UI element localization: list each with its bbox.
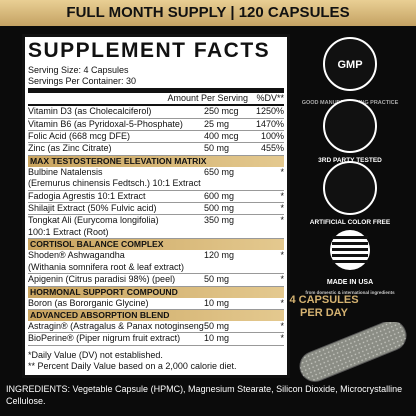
nutrient-name: Boron (as Bororganic Glycine) [28,297,149,308]
dv-header: %DV** [256,92,284,103]
nutrient-row: Shilajit Extract (50% Fulvic acid) 500 mg… [28,203,284,216]
nutrient-row: Astragin® (Astragalus & Panax notoginsen… [28,320,284,334]
flag-stripe [332,236,368,239]
daily-value: * [280,274,284,285]
nutrient-row: Vitamin D3 (as Cholecalciferol) 250 mcg 12… [28,106,284,119]
daily-value: * [280,203,284,214]
nutrient-name: Shoden® Ashwagandha [28,250,125,261]
flag-stripe [332,254,368,257]
nutrient-name: Fadogia Agrestis 10:1 Extract [28,190,146,201]
capsule-texture [299,322,407,382]
daily-value: 455% [260,143,284,154]
amount: 600 mg [204,190,235,201]
amount: 350 mg [204,215,235,226]
serving-size: Serving Size: 4 Capsules [28,65,129,75]
supplement-facts-panel: SUPPLEMENT FACTS Serving Size: 4 Capsule… [22,34,290,378]
daily-value: * [280,333,284,344]
made-in-sub: from domestic & international ingredient… [305,290,395,295]
nutrient-row: Folic Acid (668 mcg DFE) 400 mcg 100% [28,131,284,144]
nutrient-row: Fadogia Agrestis 10:1 Extract 600 mg * [28,190,284,204]
nutrient-detail: (Withania somnifera root & leaf extract) [28,261,284,275]
amount: 50 mg [204,274,230,285]
nutrient-detail: (Eremurus chinensis Fedtsch.) 10:1 Extra… [28,178,284,191]
amount: 25 mg [204,118,230,129]
amount: 120 mg [204,250,235,261]
nutrient-name: Vitamin B6 (as Pyridoxal-5-Phosphate) [28,118,183,129]
badge-circle [323,99,377,153]
nutrient-detail-text: (Withania somnifera root & leaf extract) [28,261,185,272]
amount: 400 mcg [204,131,239,142]
nutrient-row: BioPerine® (Piper nigrum fruit extract) 1… [28,333,284,346]
footnote: *Daily Value (DV) not established. [28,349,163,360]
footnotes: *Daily Value (DV) not established. ** Per… [28,346,284,373]
nutrient-row: Vitamin B6 (as Pyridoxal-5-Phosphate) 25 … [28,118,284,132]
badge-main: GMP [337,59,362,71]
badge-main: ARTIFICIAL COLOR FREE [310,219,391,226]
flag-stripe [332,242,368,245]
daily-value: 100% [260,131,284,142]
badge-circle [323,161,377,215]
nutrient-detail-text: 100:1 Extract (Root) [28,226,109,237]
daily-value: * [280,190,284,201]
ingredients: INGREDIENTS: Vegetable Capsule (HPMC), M… [6,384,403,406]
nutrient-name: Astragin® (Astragalus & Panax notoginsen… [28,320,204,331]
panel-title: SUPPLEMENT FACTS [28,39,271,62]
amount: 50 mg [204,320,230,331]
nutrient-name: Vitamin D3 (as Cholecalciferol) [28,106,152,117]
section-header: CORTISOL BALANCE COMPLEX [28,239,284,251]
amount: 250 mcg [204,106,239,117]
daily-value: 1470% [255,118,284,129]
daily-value: * [280,320,284,331]
rows: Vitamin D3 (as Cholecalciferol) 250 mcg 12… [28,106,284,346]
nutrient-name: Bulbine Natalensis [28,166,103,177]
nutrient-detail-text: (Eremurus chinensis Fedtsch.) 10:1 Extra… [28,178,201,189]
section-header: HORMONAL SUPPORT COMPOUND [28,286,284,298]
daily-value: * [280,297,284,308]
nutrient-name: Shilajit Extract (50% Fulvic acid) [28,203,157,214]
section-header: MAX TESTOSTERONE ELEVATION MATRIX [28,155,284,167]
daily-value: * [280,166,284,177]
amount: 650 mg [204,166,235,177]
nutrient-row: Tongkat Ali (Eurycoma longifolia) 350 mg * [28,215,284,226]
made-in-usa: MADE IN USA [327,279,373,286]
nutrient-row: Apigenin (Citrus paradisi 98%) (peel) 50 … [28,274,284,287]
nutrient-detail: 100:1 Extract (Root) [28,226,284,240]
badge-main: 3RD PARTY TESTED [318,157,382,164]
daily-value: * [280,250,284,261]
nutrient-name: BioPerine® (Piper nigrum fruit extract) [28,333,181,344]
nutrient-name: Zinc (as Zinc Citrate) [28,143,112,154]
capsule-image [299,322,407,382]
nutrient-name: Folic Acid (668 mcg DFE) [28,131,131,142]
nutrient-row: Bulbine Natalensis 650 mg * [28,167,284,178]
nutrient-row: Zinc (as Zinc Citrate) 50 mg 455% [28,143,284,156]
flag-stripe [332,248,368,251]
badge-circle [323,37,377,91]
banner: FULL MONTH SUPPLY | 120 CAPSULES [0,0,416,26]
daily-value: 1250% [255,106,284,117]
column-header: Amount Per Serving %DV** [28,92,284,107]
flag-stripe [332,260,368,263]
nutrient-row: Shoden® Ashwagandha 120 mg * [28,250,284,261]
daily-value: * [280,215,284,226]
amount: 10 mg [204,333,230,344]
capsules-per-day: 4 CAPSULES PER DAY [289,294,359,319]
nutrient-name: Apigenin (Citrus paradisi 98%) (peel) [28,274,176,285]
section-header: ADVANCED ABSORPTION BLEND [28,309,284,321]
nutrient-name: Tongkat Ali (Eurycoma longifolia) [28,215,159,226]
nutrient-row: Boron (as Bororganic Glycine) 10 mg * [28,298,284,310]
footnote: ** Percent Daily Value based on a 2,000 … [28,361,237,372]
amount-header: Amount Per Serving [167,92,248,103]
amount: 500 mg [204,203,235,214]
servings-per-container: Servings Per Container: 30 [28,76,284,93]
amount: 50 mg [204,143,230,154]
amount: 10 mg [204,297,230,308]
